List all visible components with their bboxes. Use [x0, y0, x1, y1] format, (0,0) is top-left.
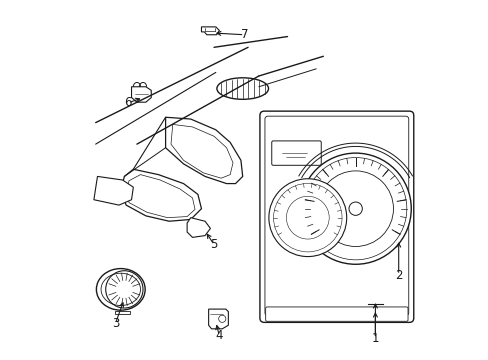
Polygon shape: [115, 311, 129, 315]
Circle shape: [268, 179, 346, 257]
Circle shape: [304, 158, 406, 260]
Circle shape: [300, 153, 410, 264]
Text: 1: 1: [371, 332, 378, 345]
Polygon shape: [201, 27, 219, 35]
Polygon shape: [131, 87, 151, 102]
Circle shape: [286, 196, 328, 239]
Polygon shape: [126, 175, 195, 218]
FancyBboxPatch shape: [265, 307, 407, 321]
Text: 5: 5: [210, 238, 217, 251]
FancyBboxPatch shape: [264, 116, 408, 316]
Text: 7: 7: [240, 28, 248, 41]
Polygon shape: [121, 169, 201, 221]
Circle shape: [317, 171, 393, 247]
Polygon shape: [165, 117, 242, 184]
Polygon shape: [94, 176, 133, 205]
FancyBboxPatch shape: [271, 141, 321, 165]
Text: 6: 6: [124, 96, 131, 109]
Circle shape: [348, 202, 362, 215]
FancyBboxPatch shape: [260, 111, 413, 322]
Polygon shape: [208, 309, 228, 329]
Polygon shape: [187, 218, 210, 237]
Text: 3: 3: [111, 317, 119, 330]
Text: 2: 2: [394, 269, 402, 282]
Circle shape: [218, 315, 225, 322]
Polygon shape: [171, 125, 233, 178]
Circle shape: [273, 183, 341, 252]
Text: 4: 4: [215, 329, 223, 342]
